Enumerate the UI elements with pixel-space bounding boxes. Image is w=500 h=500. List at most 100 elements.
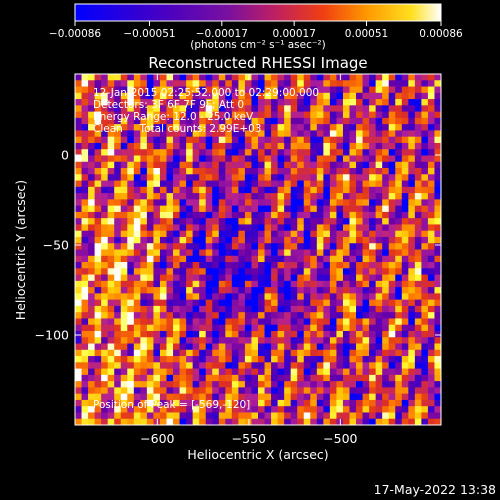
heatmap-cell	[427, 412, 435, 420]
heatmap-cell	[133, 274, 141, 282]
heatmap-cell	[323, 356, 331, 363]
heatmap-cell	[277, 149, 285, 156]
heatmap-cell	[114, 86, 122, 94]
heatmap-cell	[231, 168, 239, 175]
heatmap-cell	[107, 399, 115, 407]
heatmap-cell	[238, 218, 246, 225]
heatmap-cell	[212, 337, 220, 345]
heatmap-cell	[75, 280, 83, 288]
heatmap-cell	[159, 86, 167, 94]
heatmap-cell	[94, 406, 102, 413]
heatmap-cell	[408, 393, 416, 401]
heatmap-cell	[388, 224, 396, 232]
heatmap-cell	[264, 293, 272, 301]
heatmap-cell	[362, 149, 370, 156]
heatmap-cell	[408, 174, 416, 182]
heatmap-cell	[186, 136, 194, 144]
heatmap-cell	[369, 280, 377, 288]
heatmap-cell	[107, 280, 115, 288]
heatmap-cell	[356, 211, 364, 219]
heatmap-cell	[434, 111, 441, 119]
heatmap-cell	[251, 387, 259, 395]
heatmap-cell	[153, 387, 161, 395]
heatmap-cell	[427, 99, 435, 106]
heatmap-cell	[316, 356, 324, 363]
heatmap-cell	[336, 136, 344, 144]
heatmap-cell	[153, 243, 161, 250]
heatmap-cell	[251, 268, 259, 276]
heatmap-cell	[101, 280, 109, 288]
heatmap-cell	[342, 161, 350, 169]
heatmap-cell	[186, 374, 194, 382]
heatmap-cell	[205, 86, 213, 94]
heatmap-cell	[205, 155, 213, 163]
heatmap-cell	[421, 92, 429, 100]
heatmap-cell	[238, 86, 246, 94]
heatmap-cell	[277, 324, 285, 332]
heatmap-cell	[251, 117, 259, 125]
heatmap-cell	[303, 124, 311, 131]
heatmap-cell	[323, 418, 331, 425]
heatmap-cell	[329, 381, 337, 388]
heatmap-cell	[434, 186, 441, 194]
heatmap-cell	[434, 161, 441, 169]
heatmap-cell	[303, 92, 311, 100]
heatmap-cell	[146, 130, 154, 138]
heatmap-cell	[362, 161, 370, 169]
heatmap-cell	[179, 205, 187, 213]
heatmap-cell	[153, 124, 161, 131]
heatmap-cell	[159, 193, 167, 200]
heatmap-cell	[153, 262, 161, 269]
heatmap-cell	[303, 374, 311, 382]
heatmap-cell	[388, 349, 396, 357]
heatmap-cell	[395, 374, 403, 382]
heatmap-cell	[225, 211, 233, 219]
heatmap-cell	[316, 368, 324, 376]
heatmap-cell	[421, 312, 429, 319]
heatmap-cell	[120, 130, 128, 138]
heatmap-cell	[159, 161, 167, 169]
heatmap-cell	[349, 330, 357, 338]
heatmap-cell	[244, 243, 252, 250]
heatmap-cell	[179, 92, 187, 100]
heatmap-cell	[133, 368, 141, 376]
heatmap-cell	[127, 124, 135, 131]
heatmap-cell	[127, 218, 135, 225]
heatmap-cell	[264, 236, 272, 244]
heatmap-cell	[179, 74, 187, 81]
heatmap-cell	[382, 105, 390, 113]
heatmap-cell	[88, 287, 96, 294]
heatmap-cell	[264, 362, 272, 370]
heatmap-cell	[336, 155, 344, 163]
heatmap-cell	[159, 180, 167, 188]
heatmap-cell	[290, 74, 298, 81]
heatmap-cell	[173, 255, 181, 263]
heatmap-cell	[284, 406, 292, 413]
heatmap-cell	[303, 205, 311, 213]
heatmap-cell	[258, 205, 266, 213]
heatmap-cell	[329, 74, 337, 81]
heatmap-cell	[434, 230, 441, 238]
heatmap-cell	[192, 349, 200, 357]
heatmap-cell	[127, 299, 135, 307]
heatmap-cell	[251, 161, 259, 169]
heatmap-cell	[94, 236, 102, 244]
heatmap-cell	[369, 130, 377, 138]
heatmap-cell	[133, 362, 141, 370]
heatmap-cell	[146, 362, 154, 370]
heatmap-cell	[205, 330, 213, 338]
heatmap-cell	[323, 330, 331, 338]
heatmap-cell	[133, 205, 141, 213]
heatmap-cell	[75, 343, 83, 351]
heatmap-cell	[205, 74, 213, 81]
heatmap-cell	[395, 80, 403, 88]
timestamp: 17-May-2022 13:38	[374, 482, 496, 497]
heatmap-cell	[231, 280, 239, 288]
heatmap-cell	[375, 80, 383, 88]
heatmap-cell	[192, 418, 200, 425]
heatmap-cell	[101, 343, 109, 351]
heatmap-cell	[375, 293, 383, 301]
heatmap-cell	[369, 124, 377, 131]
heatmap-cell	[408, 349, 416, 357]
heatmap-cell	[244, 168, 252, 175]
